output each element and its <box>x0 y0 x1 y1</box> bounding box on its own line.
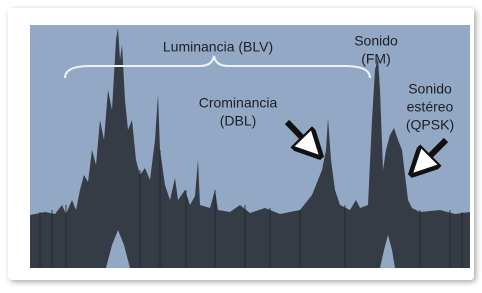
label: Luminancia (BLV) <box>163 39 273 55</box>
page: Luminancia (BLV) Sonido (FM) Crominancia… <box>0 0 482 288</box>
label: (FM) <box>361 51 391 67</box>
label: (QPSK) <box>406 117 454 133</box>
label: Sonido <box>408 81 452 97</box>
figure: Luminancia (BLV) Sonido (FM) Crominancia… <box>0 0 482 288</box>
label: Crominancia <box>199 95 278 111</box>
label: Sonido <box>354 33 398 49</box>
label: estéreo <box>407 99 454 115</box>
label: (DBL) <box>220 113 257 129</box>
